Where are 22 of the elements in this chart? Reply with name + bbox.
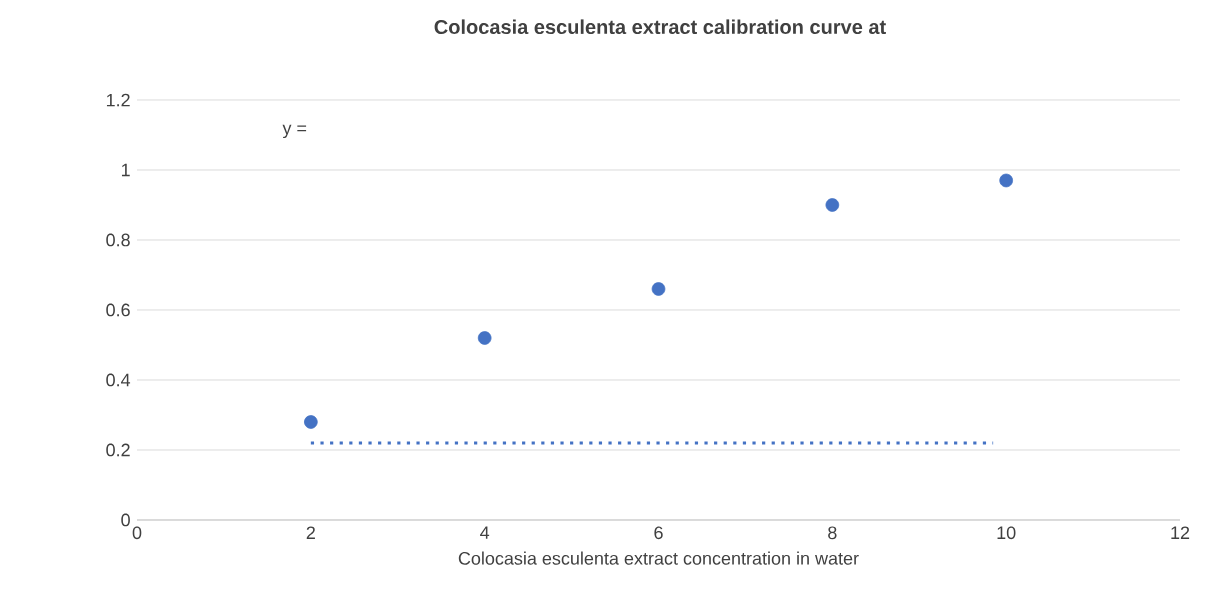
- x-tick-label: 0: [132, 526, 142, 540]
- y-tick-label: 0.6: [106, 303, 130, 317]
- y-tick-label: 0.2: [106, 443, 130, 457]
- point: [304, 415, 318, 429]
- point: [825, 198, 840, 212]
- x-tick-label: 4: [480, 526, 490, 539]
- x-tick-label: 12: [1171, 526, 1190, 539]
- y-tick-label: 0.8: [106, 233, 130, 247]
- x-tick-label: 8: [828, 526, 837, 540]
- y-tick-label: 0: [121, 513, 130, 527]
- point: [477, 331, 492, 345]
- chart-title: Colocasia esculenta extract calibration curve at: [434, 19, 886, 35]
- annotation: y =: [282, 124, 307, 139]
- x-tick-label: 6: [654, 526, 663, 540]
- y-tick-label: 1: [121, 163, 130, 177]
- point: [999, 173, 1013, 188]
- x-tick-label: 10: [997, 526, 1016, 540]
- x-tick-label: 2: [306, 526, 315, 539]
- x-axis-title: Colocasia esculenta extract concentration in water: [458, 551, 859, 565]
- point: [651, 282, 666, 296]
- y-tick-label: 0.4: [106, 373, 131, 387]
- y-tick-label: 1.2: [106, 93, 130, 107]
